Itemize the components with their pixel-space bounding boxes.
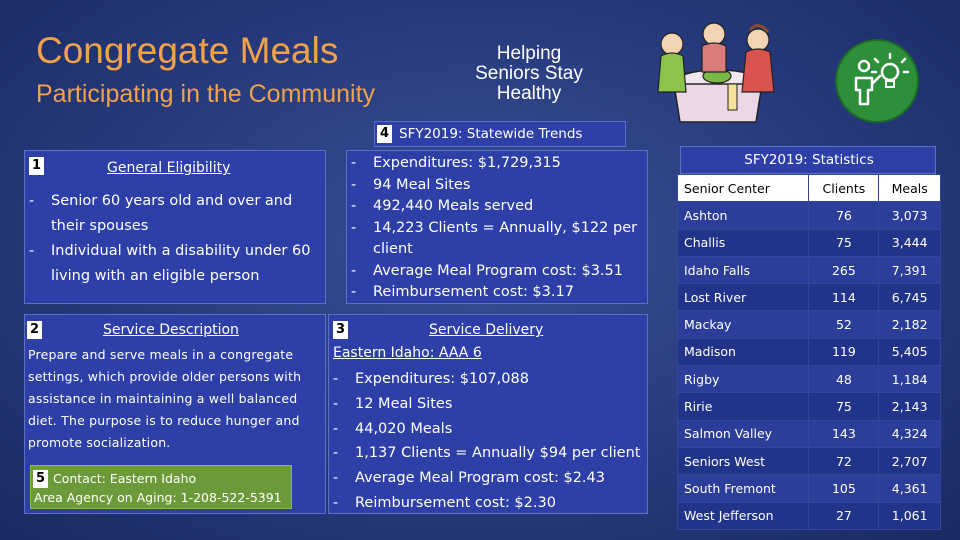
- senior-center-cell: Salmon Valley: [676, 419, 810, 448]
- statistics-table-body: Ashton 76 3,073 Challis 75 3,444 Idaho Falls 26…: [676, 201, 941, 530]
- meals-cell: 3,073: [878, 201, 941, 230]
- tagline: Helping Seniors Stay Healthy: [475, 43, 583, 104]
- clients-cell: 265: [808, 255, 880, 285]
- meals-cell: 1,061: [878, 501, 941, 530]
- service-delivery-panel: 3 Service Delivery Eastern Idaho: AAA 6 …: [328, 314, 648, 516]
- eligibility-title: General Eligibility: [107, 160, 231, 176]
- eligibility-panel: 1 General Eligibility Senior 60 years ol…: [24, 150, 326, 304]
- list-item: Average Meal Program cost: $3.51: [349, 261, 639, 283]
- senior-center-cell: Challis: [676, 228, 810, 257]
- trends-title: SFY2019: Statewide Trends: [399, 126, 583, 142]
- table-row: Challis 75 3,444: [676, 228, 941, 257]
- clients-cell: 27: [808, 501, 880, 530]
- table-row: Lost River 114 6,745: [676, 283, 941, 312]
- service-description-title: Service Description: [103, 322, 239, 338]
- table-row: Rigby 48 1,184: [676, 365, 941, 394]
- section-number: 1: [29, 157, 44, 175]
- column-header: Senior Center: [676, 173, 810, 203]
- clients-cell: 105: [808, 474, 880, 503]
- meals-cell: 2,182: [878, 310, 941, 339]
- list-item: 14,223 Clients = Annually, $122 per clie…: [349, 218, 639, 261]
- clients-cell: 76: [808, 201, 880, 230]
- meals-cell: 4,324: [878, 419, 941, 448]
- page-subtitle: Participating in the Community: [36, 80, 376, 108]
- clients-cell: 75: [808, 392, 880, 421]
- senior-center-cell: Seniors West: [676, 446, 810, 476]
- table-row: Idaho Falls 265 7,391: [676, 255, 941, 285]
- list-item: 492,440 Meals served: [349, 196, 639, 218]
- service-description-text: Prepare and serve meals in a congregate …: [28, 347, 302, 450]
- senior-center-cell: Madison: [676, 337, 810, 367]
- section-number: 2: [27, 321, 42, 339]
- statistics-table: Senior Center Clients Meals Ashton 76 3,07…: [676, 173, 941, 530]
- eligibility-list: Senior 60 years old and over and their s…: [27, 189, 319, 289]
- meals-cell: 5,405: [878, 337, 941, 367]
- table-row: Seniors West 72 2,707: [676, 446, 941, 476]
- clients-cell: 75: [808, 228, 880, 257]
- meals-cell: 1,184: [878, 365, 941, 394]
- senior-center-cell: Idaho Falls: [676, 255, 810, 285]
- list-item: 94 Meal Sites: [349, 175, 639, 197]
- service-delivery-title: Service Delivery: [429, 322, 544, 338]
- section-number: 3: [333, 321, 348, 339]
- trends-list: Expenditures: $1,729,315 94 Meal Sites 4…: [349, 153, 639, 304]
- column-header: Meals: [878, 173, 941, 203]
- table-row: Salmon Valley 143 4,324: [676, 419, 941, 448]
- person-lightbulb-icon: [835, 39, 919, 123]
- clients-cell: 114: [808, 283, 880, 312]
- meals-cell: 3,444: [878, 228, 941, 257]
- region-label: Eastern Idaho: AAA 6: [333, 345, 482, 361]
- meals-cell: 2,707: [878, 446, 941, 476]
- section-number: 4: [377, 125, 392, 143]
- statewide-trends-panel: Expenditures: $1,729,315 94 Meal Sites 4…: [346, 150, 648, 304]
- senior-center-cell: Rigby: [676, 365, 810, 394]
- list-item: Average Meal Program cost: $2.43: [331, 466, 643, 491]
- senior-center-cell: Ashton: [676, 201, 810, 230]
- service-delivery-list: Expenditures: $107,088 12 Meal Sites 44,…: [331, 367, 643, 516]
- list-item: 12 Meal Sites: [331, 392, 643, 417]
- list-item: Individual with a disability under 60 li…: [27, 239, 319, 289]
- list-item: Expenditures: $1,729,315: [349, 153, 639, 175]
- list-item: Expenditures: $107,088: [331, 367, 643, 392]
- list-item: Reimbursement cost: $2.30: [331, 491, 643, 516]
- senior-center-cell: Mackay: [676, 310, 810, 339]
- meals-cell: 7,391: [878, 255, 941, 285]
- column-header: Clients: [808, 173, 880, 203]
- list-item: 44,020 Meals: [331, 417, 643, 442]
- table-row: Ririe 75 2,143: [676, 392, 941, 421]
- seniors-eating-meal-illustration: [657, 22, 775, 123]
- senior-center-cell: West Jefferson: [676, 501, 810, 530]
- trends-title-bar: 4 SFY2019: Statewide Trends: [374, 121, 626, 147]
- table-row: Ashton 76 3,073: [676, 201, 941, 230]
- meals-cell: 2,143: [878, 392, 941, 421]
- senior-center-cell: South Fremont: [676, 474, 810, 503]
- contact-phone: Area Agency on Aging: 1-208-522-5391: [34, 490, 282, 505]
- section-number: 5: [33, 470, 48, 488]
- clients-cell: 48: [808, 365, 880, 394]
- table-row: South Fremont 105 4,361: [676, 474, 941, 503]
- list-item: Reimbursement cost: $3.17: [349, 282, 639, 304]
- clients-cell: 143: [808, 419, 880, 448]
- table-header-row: Senior Center Clients Meals: [676, 173, 941, 203]
- senior-center-cell: Ririe: [676, 392, 810, 421]
- list-item: 1,137 Clients = Annually $94 per client: [331, 441, 643, 466]
- table-row: Mackay 52 2,182: [676, 310, 941, 339]
- meals-cell: 6,745: [878, 283, 941, 312]
- table-row: West Jefferson 27 1,061: [676, 501, 941, 530]
- clients-cell: 72: [808, 446, 880, 476]
- senior-center-cell: Lost River: [676, 283, 810, 312]
- statistics-title-bar: SFY2019: Statistics: [680, 146, 936, 174]
- clients-cell: 119: [808, 337, 880, 367]
- statistics-title: SFY2019: Statistics: [744, 152, 874, 168]
- contact-line-1: Contact: Eastern Idaho: [53, 471, 197, 486]
- page-title: Congregate Meals: [36, 30, 339, 71]
- contact-panel: 5 Contact: Eastern Idaho Area Agency on …: [30, 465, 292, 509]
- meals-cell: 4,361: [878, 474, 941, 503]
- table-row: Madison 119 5,405: [676, 337, 941, 367]
- clients-cell: 52: [808, 310, 880, 339]
- list-item: Senior 60 years old and over and their s…: [27, 189, 319, 239]
